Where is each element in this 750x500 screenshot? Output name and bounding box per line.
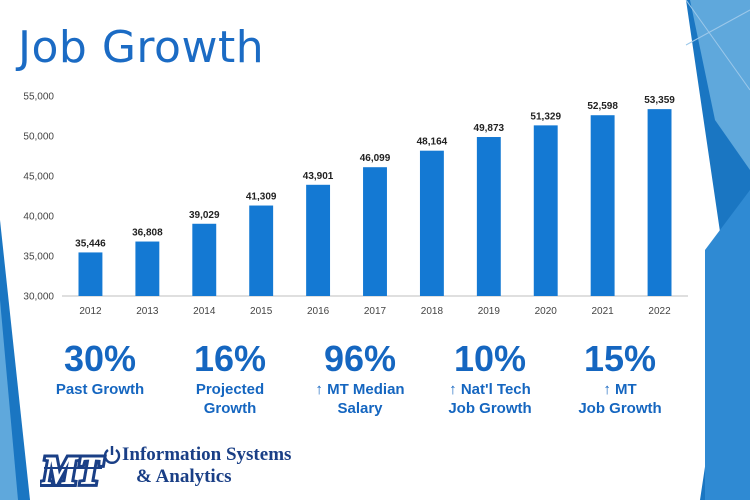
bar-2015 <box>249 205 274 296</box>
bar-2013 <box>135 241 160 296</box>
bars <box>78 109 672 297</box>
stat-value: 96% <box>323 338 397 379</box>
y-tick-label: 50,000 <box>23 132 54 143</box>
data-label-2020: 51,329 <box>530 111 561 122</box>
y-tick-label: 40,000 <box>23 212 54 223</box>
logo-name-line1: Information Systems <box>122 444 292 465</box>
right-decor-panel-light <box>705 190 750 500</box>
data-label-2019: 49,873 <box>474 123 505 134</box>
stat-label: ↑ MT <box>603 381 637 398</box>
y-tick-label: 30,000 <box>23 292 54 303</box>
logo: MT Information Systems & Analytics <box>40 442 340 498</box>
x-tick-label: 2018 <box>421 306 444 317</box>
mt-logo-icon: MT <box>40 445 107 492</box>
stats-row: 30% Past Growth 16% Projected Growth 96% ↑ MT … <box>35 338 675 428</box>
data-label-2017: 46,099 <box>360 153 391 164</box>
logo-mark-text: MT <box>41 448 104 492</box>
y-axis: 30,000 35,000 40,000 45,000 50,000 55,000 <box>23 92 54 303</box>
data-labels: 35,446 36,808 39,029 41,309 43,901 46,099 48,1… <box>75 95 675 249</box>
data-label-2014: 39,029 <box>189 210 220 221</box>
power-icon <box>103 446 121 464</box>
right-decor-panel-mid <box>690 0 750 170</box>
bar-2017 <box>363 167 387 296</box>
data-label-2018: 48,164 <box>417 137 448 148</box>
logo-text: Information Systems & Analytics <box>122 444 291 488</box>
x-tick-label: 2012 <box>79 306 102 317</box>
bar-2012 <box>78 252 103 296</box>
stat-label: Growth <box>203 400 257 417</box>
stat-label: Job Growth <box>448 400 532 417</box>
bar-2020 <box>533 125 558 296</box>
data-label-2022: 53,359 <box>644 95 675 106</box>
data-label-2013: 36,808 <box>132 228 163 239</box>
bar-2021 <box>590 115 615 296</box>
stat-label: ↑ Nat'l Tech <box>449 381 531 398</box>
stat-block: 16% Projected Growth <box>165 338 295 418</box>
y-tick-label: 45,000 <box>23 172 54 183</box>
data-label-2012: 35,446 <box>75 238 106 249</box>
stat-value: 16% <box>193 338 267 379</box>
x-axis: 2012 2013 2014 2015 2016 2017 2018 2019 2020 2021… <box>62 295 688 317</box>
logo-name-line2: & Analytics <box>136 466 232 487</box>
stat-block: 30% Past Growth <box>35 338 165 399</box>
stat-value: 10% <box>453 338 527 379</box>
x-tick-label: 2019 <box>478 306 501 317</box>
stat-label: Job Growth <box>578 400 662 417</box>
right-decor-line <box>685 0 750 91</box>
y-tick-label: 55,000 <box>23 92 54 103</box>
y-tick-label: 35,000 <box>23 252 54 263</box>
stat-block: 96% ↑ MT Median Salary <box>295 338 425 418</box>
bar-2022 <box>647 109 672 297</box>
stat-block: 15% ↑ MT Job Growth <box>555 338 685 418</box>
right-decor-line-2 <box>685 9 750 46</box>
bar-2018 <box>419 150 444 296</box>
stat-block: 10% ↑ Nat'l Tech Job Growth <box>425 338 555 418</box>
data-label-2021: 52,598 <box>587 101 618 112</box>
x-tick-label: 2013 <box>136 306 159 317</box>
bar-2014 <box>192 223 217 296</box>
data-label-2015: 41,309 <box>246 192 277 203</box>
x-tick-label: 2015 <box>250 306 273 317</box>
x-tick-label: 2020 <box>535 306 558 317</box>
stat-label: Projected <box>195 381 265 398</box>
left-decor-panel-light <box>0 300 18 500</box>
stat-value: 30% <box>63 338 137 379</box>
stat-label: Salary <box>337 400 383 417</box>
stat-value: 15% <box>583 338 657 379</box>
page-title: Job Growth <box>18 22 265 73</box>
job-growth-bar-chart: 30,000 35,000 40,000 45,000 50,000 55,000 201… <box>23 92 688 317</box>
x-tick-label: 2017 <box>364 306 387 317</box>
stat-label: Past Growth <box>55 381 145 398</box>
bar-2016 <box>306 184 331 296</box>
bar-2019 <box>476 137 501 296</box>
x-tick-label: 2014 <box>193 306 216 317</box>
stat-label: ↑ MT Median <box>315 381 405 398</box>
x-tick-label: 2021 <box>592 306 615 317</box>
x-tick-label: 2016 <box>307 306 330 317</box>
x-tick-label: 2022 <box>648 306 671 317</box>
data-label-2016: 43,901 <box>303 171 334 182</box>
